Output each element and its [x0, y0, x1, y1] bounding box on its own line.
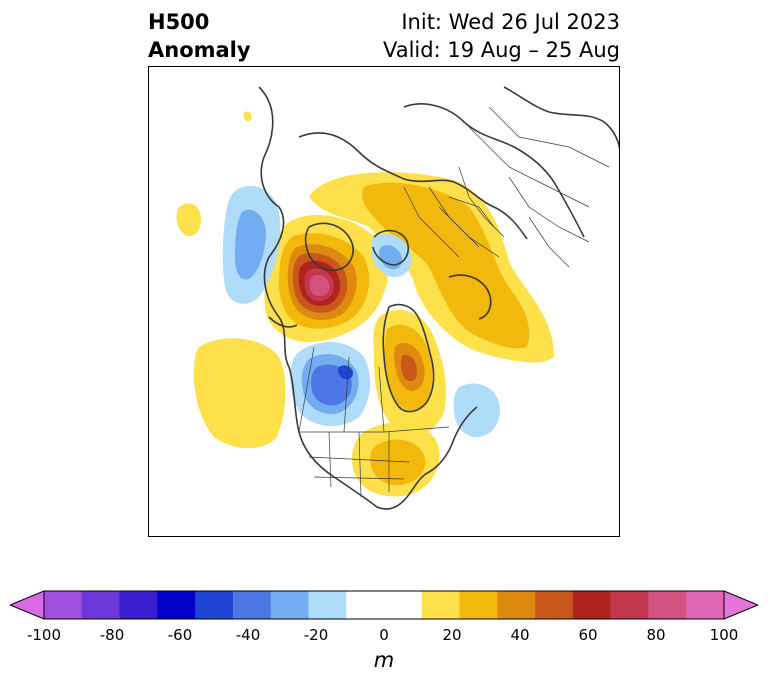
colorbar-tick-label: 60: [578, 626, 598, 644]
colorbar-tick-label: 40: [510, 626, 530, 644]
colorbar-tick-label: -60: [167, 626, 193, 644]
colorbar-box: [572, 591, 612, 619]
colorbar-box: [497, 591, 536, 619]
colorbar-outline: [43, 590, 725, 620]
title-type: Anomaly: [148, 38, 251, 62]
init-date: Init: Wed 26 Jul 2023: [401, 10, 620, 34]
colorbar-box: [384, 591, 423, 619]
political-borders: [298, 106, 610, 498]
colorbar-box: [686, 591, 725, 619]
colorbar-box: [535, 591, 574, 619]
colorbar-extend-high: [724, 591, 758, 619]
colorbar-box: [44, 591, 83, 619]
colorbar-box: [610, 591, 649, 619]
colorbar-box: [648, 591, 687, 619]
colorbar-box: [459, 591, 498, 619]
colorbar-tick-label: 100: [709, 626, 739, 644]
colorbar-arrow-outline: [10, 590, 758, 620]
map-panel: [148, 66, 620, 537]
colorbar-box: [346, 591, 385, 619]
anomaly-greenland: [373, 309, 446, 436]
colorbar: [10, 590, 758, 620]
colorbar-tick-label: -100: [26, 626, 62, 644]
colorbar-tick-label: -80: [99, 626, 125, 644]
anomaly-map: [149, 67, 619, 536]
anomaly-gulf-of-alaska: [222, 185, 281, 304]
colorbar-tick-label: -40: [235, 626, 261, 644]
anomaly-alaska-chukchi: [264, 214, 389, 342]
title-field-block: H500 Anomaly: [148, 8, 251, 64]
colorbar-tick-label: -20: [303, 626, 329, 644]
coastlines: [258, 86, 619, 510]
anomaly-north-atlantic: [453, 383, 500, 438]
colorbar-box: [232, 591, 272, 619]
valid-range: Valid: 19 Aug – 25 Aug: [382, 38, 620, 62]
anomaly-siberia-small: [243, 111, 252, 122]
title-field: H500: [148, 10, 210, 34]
anomaly-scandinavia-russia: [309, 172, 554, 363]
anomaly-eastern-us: [352, 422, 440, 497]
anomaly-subtropical-pacific: [194, 338, 286, 449]
colorbar-box: [308, 591, 347, 619]
colorbar-box: [195, 591, 234, 619]
colorbar-tick-label: 0: [379, 626, 389, 644]
colorbar-tick-label: 80: [646, 626, 666, 644]
title-date-block: Init: Wed 26 Jul 2023 Valid: 19 Aug – 25…: [383, 8, 620, 64]
anomaly-western-canada: [290, 341, 371, 426]
colorbar-tick-label: 20: [442, 626, 462, 644]
colorbar-box: [157, 591, 196, 619]
anomaly-pacific-small: [176, 203, 201, 237]
colorbar-extend-low: [10, 591, 44, 619]
colorbar-box: [119, 591, 158, 619]
colorbar-box: [81, 591, 121, 619]
anomaly-east-siberian-inner: [379, 245, 402, 270]
colorbar-box: [421, 591, 461, 619]
colorbar-unit-label: m: [373, 648, 395, 672]
colorbar-box: [270, 591, 309, 619]
